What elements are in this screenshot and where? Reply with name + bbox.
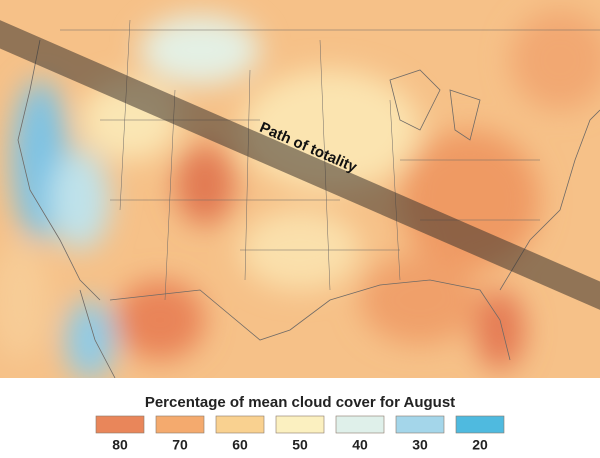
legend-label: 70	[172, 437, 188, 453]
totality-band	[0, 20, 600, 310]
legend-swatch	[455, 415, 505, 434]
legend-swatch	[215, 415, 265, 434]
legend-label: 30	[412, 437, 428, 453]
legend-swatch	[95, 415, 145, 434]
legend-swatch	[275, 415, 325, 434]
legend: 80 70 60 50 40 30 20	[95, 415, 505, 453]
legend-swatch	[395, 415, 445, 434]
coastline	[499, 109, 600, 291]
map: Path of totality	[0, 0, 600, 378]
lake	[389, 69, 441, 131]
legend-swatch	[335, 415, 385, 434]
border	[109, 279, 511, 361]
coastline	[17, 39, 101, 301]
legend-title: Percentage of mean cloud cover for Augus…	[145, 394, 455, 411]
borders	[17, 19, 600, 378]
legend-label: 80	[112, 437, 128, 453]
legend-label: 20	[472, 437, 488, 453]
legend-label: 50	[292, 437, 308, 453]
cloud-cover-field	[0, 10, 600, 378]
legend-label: 60	[232, 437, 248, 453]
legend-swatch	[155, 415, 205, 434]
legend-label: 40	[352, 437, 368, 453]
coastline	[79, 289, 116, 378]
lake	[449, 89, 481, 141]
